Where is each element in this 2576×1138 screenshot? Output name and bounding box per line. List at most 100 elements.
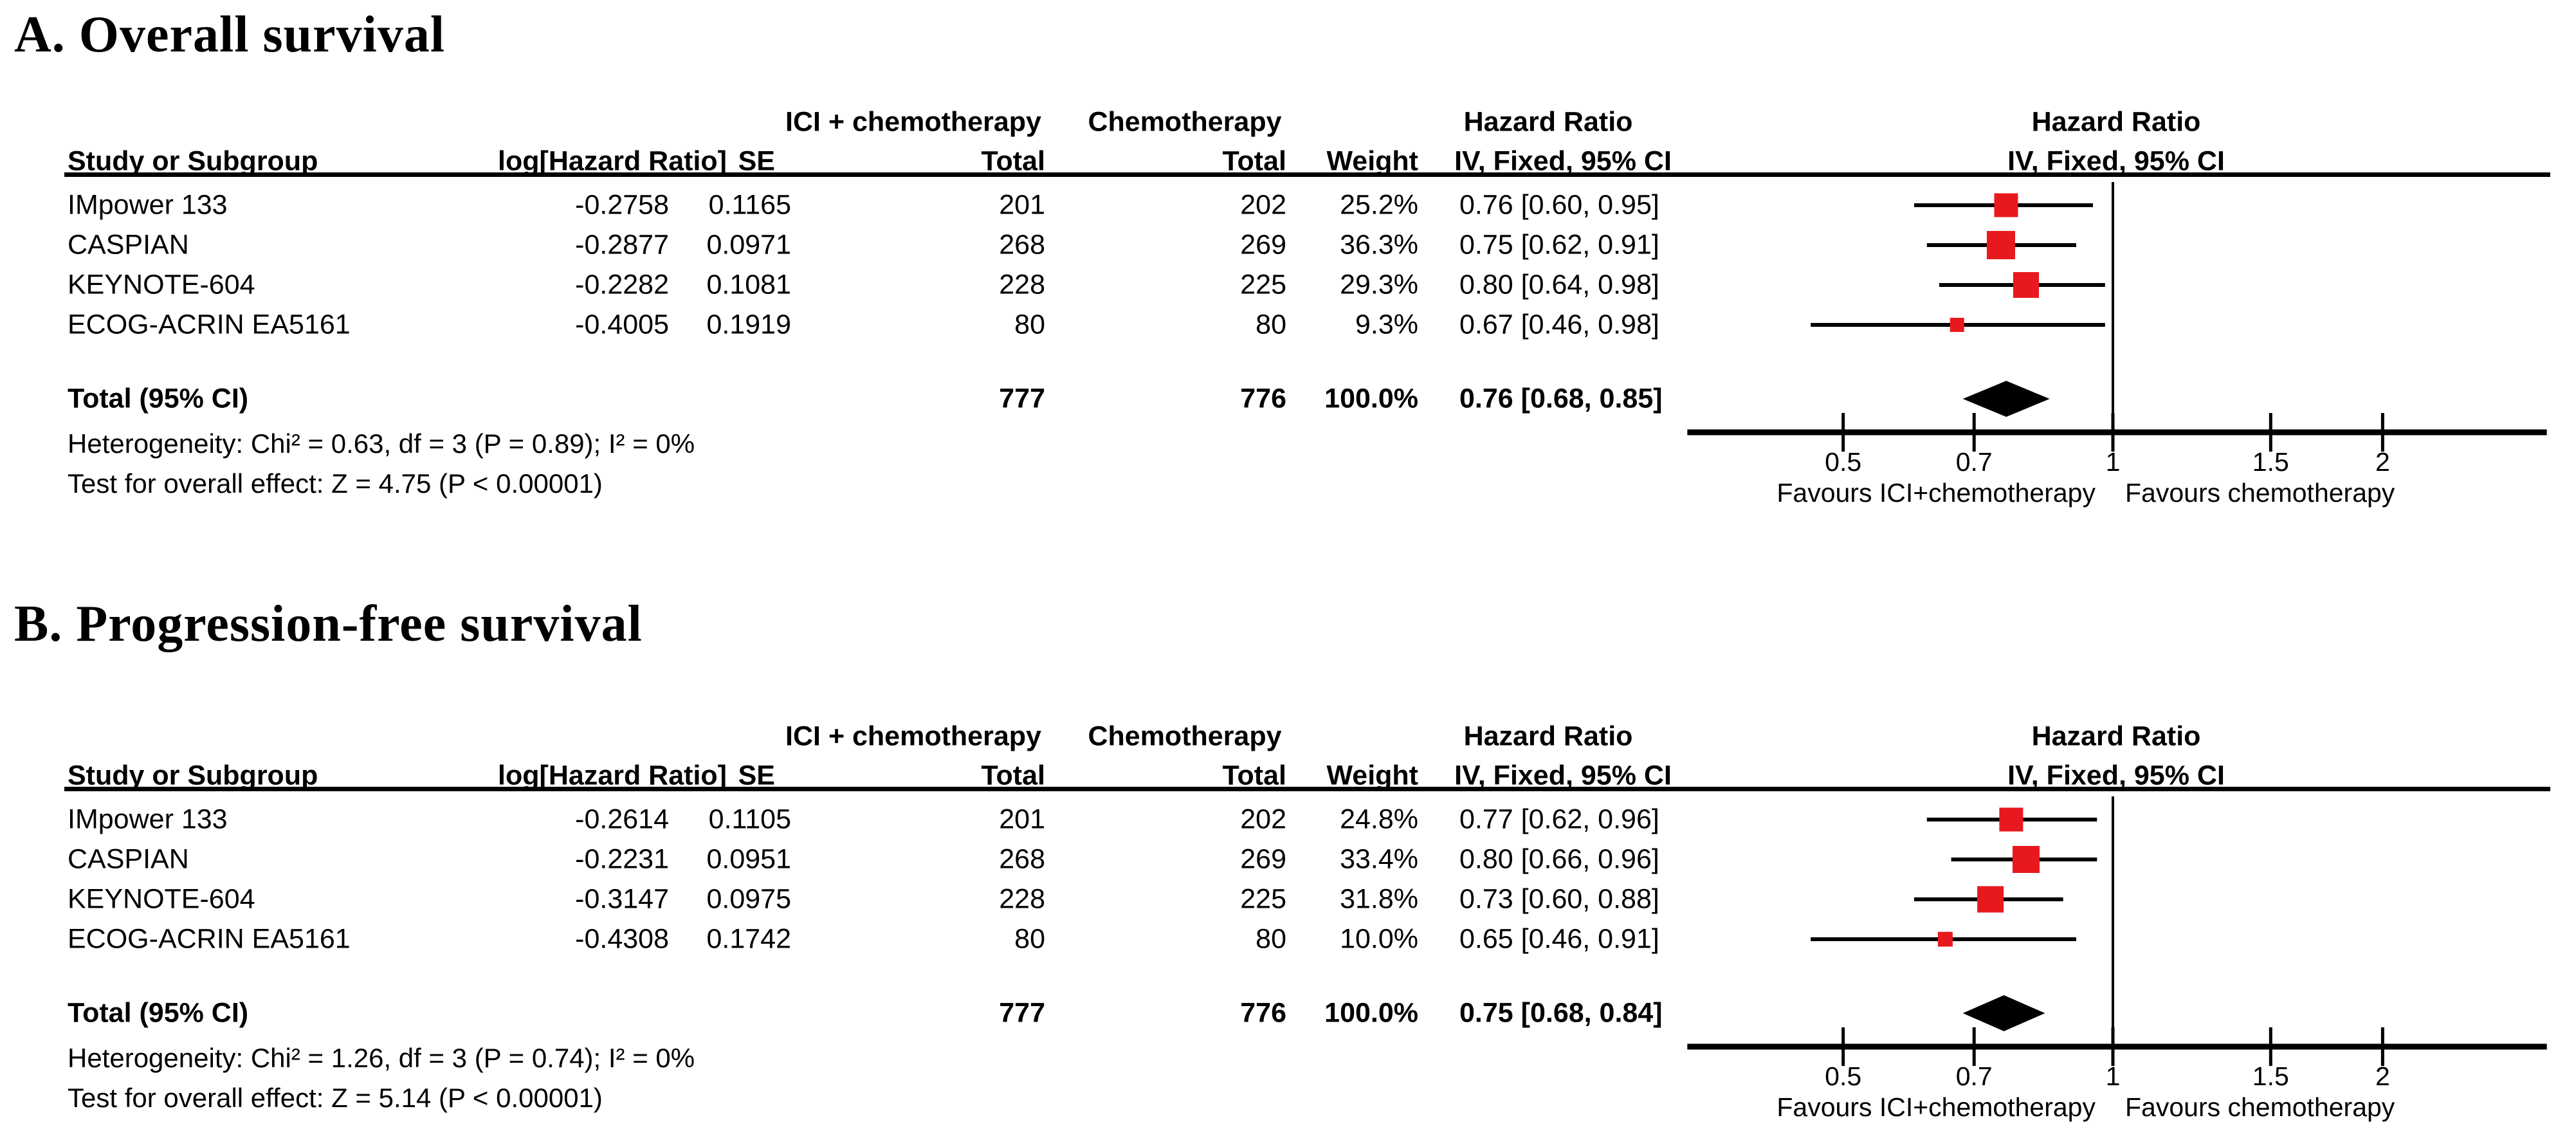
study-row-ici-total: 201: [999, 803, 1045, 835]
col-header-hazard-ratio-plot: Hazard Ratio: [2031, 106, 2201, 138]
study-row-ici-total: 228: [999, 269, 1045, 300]
study-row-hr-ci: 0.76 [0.60, 0.95]: [1459, 189, 1659, 221]
col-header-chemo-total: Total: [1222, 145, 1286, 177]
col-header-hazard-ratio-plot: Hazard Ratio: [2031, 720, 2201, 752]
overall-effect-note: Test for overall effect: Z = 5.14 (P < 0…: [68, 1083, 603, 1113]
pooled-diamond: [1962, 381, 2050, 417]
col-header-chemotherapy: Chemotherapy: [1088, 720, 1282, 752]
study-row-weight: 29.3%: [1340, 269, 1418, 300]
col-header-iv-fixed-ci-plot: IV, Fixed, 95% CI: [2007, 145, 2225, 177]
study-row-ici-total: 80: [1014, 923, 1045, 955]
x-axis-tick-label: 0.7: [1956, 447, 1993, 477]
col-header-chemo-total: Total: [1222, 760, 1286, 791]
study-row-se: 0.0951: [706, 843, 791, 875]
study-row-name: CASPIAN: [68, 229, 189, 261]
total-row-label: Total (95% CI): [68, 383, 249, 414]
study-row-se: 0.1165: [708, 189, 791, 221]
header-rule: [64, 787, 2550, 791]
study-row-log-hr: -0.2231: [575, 843, 669, 875]
study-row-chemo-total: 80: [1256, 309, 1286, 340]
effect-square: [1994, 193, 2018, 217]
col-header-ici-chemotherapy: ICI + chemotherapy: [785, 106, 1041, 138]
study-row-name: IMpower 133: [68, 803, 228, 835]
study-row-hr-ci: 0.75 [0.62, 0.91]: [1459, 229, 1659, 261]
col-header-iv-fixed-ci: IV, Fixed, 95% CI: [1454, 760, 1672, 791]
col-header-ici-chemotherapy: ICI + chemotherapy: [785, 720, 1041, 752]
total-row-weight: 100.0%: [1324, 997, 1418, 1029]
effect-square: [1937, 932, 1953, 947]
x-axis-tick-label: 0.7: [1956, 1061, 1993, 1091]
total-row-label: Total (95% CI): [68, 997, 249, 1029]
study-row-se: 0.1081: [706, 269, 791, 300]
x-axis-tick-label: 2: [2375, 447, 2390, 477]
total-row-weight: 100.0%: [1324, 383, 1418, 414]
study-row-name: ECOG-ACRIN EA5161: [68, 309, 351, 340]
total-row-ici-total: 777: [999, 997, 1045, 1029]
study-row-weight: 33.4%: [1340, 843, 1418, 875]
study-row-chemo-total: 225: [1240, 269, 1286, 300]
x-axis-tick-label: 1: [2106, 1061, 2121, 1091]
study-row-se: 0.0975: [706, 883, 791, 915]
study-row-chemo-total: 269: [1240, 229, 1286, 261]
col-header-se: SE: [738, 145, 775, 177]
study-row-ici-total: 268: [999, 843, 1045, 875]
total-row-hr-ci: 0.75 [0.68, 0.84]: [1459, 997, 1663, 1029]
study-row-chemo-total: 202: [1240, 803, 1286, 835]
col-header-ici-total: Total: [981, 760, 1045, 791]
study-row-log-hr: -0.2282: [575, 269, 669, 300]
overall-effect-note: Test for overall effect: Z = 4.75 (P < 0…: [68, 468, 603, 499]
x-axis-tick-label: 2: [2375, 1061, 2390, 1091]
study-row-ici-total: 80: [1014, 309, 1045, 340]
study-row-hr-ci: 0.80 [0.66, 0.96]: [1459, 843, 1659, 875]
study-row-se: 0.1742: [706, 923, 791, 955]
favours-left-label: Favours ICI+chemotherapy: [1777, 1092, 2096, 1122]
col-header-study: Study or Subgroup: [68, 760, 318, 791]
total-row-ici-total: 777: [999, 383, 1045, 414]
study-row-chemo-total: 202: [1240, 189, 1286, 221]
favours-left-label: Favours ICI+chemotherapy: [1777, 478, 2096, 508]
study-row-hr-ci: 0.80 [0.64, 0.98]: [1459, 269, 1659, 300]
x-axis-tick-label: 1: [2106, 447, 2121, 477]
study-row-ici-total: 201: [999, 189, 1045, 221]
col-header-iv-fixed-ci-plot: IV, Fixed, 95% CI: [2007, 760, 2225, 791]
study-row-weight: 36.3%: [1340, 229, 1418, 261]
study-row-ici-total: 268: [999, 229, 1045, 261]
col-header-chemotherapy: Chemotherapy: [1088, 106, 1282, 138]
study-row-hr-ci: 0.67 [0.46, 0.98]: [1459, 309, 1659, 340]
effect-square: [2012, 846, 2040, 873]
study-row-chemo-total: 269: [1240, 843, 1286, 875]
x-axis-tick-label: 1.5: [2252, 447, 2289, 477]
x-axis-tick-label: 1.5: [2252, 1061, 2289, 1091]
col-header-study: Study or Subgroup: [68, 145, 318, 177]
study-row-log-hr: -0.2614: [575, 803, 669, 835]
study-row-log-hr: -0.4308: [575, 923, 669, 955]
total-row-hr-ci: 0.76 [0.68, 0.85]: [1459, 383, 1663, 414]
col-header-se: SE: [738, 760, 775, 791]
study-row-weight: 25.2%: [1340, 189, 1418, 221]
study-row-name: CASPIAN: [68, 843, 189, 875]
col-header-log-hr: log[Hazard Ratio]: [498, 145, 727, 177]
total-row-chemo-total: 776: [1240, 383, 1286, 414]
col-header-weight: Weight: [1326, 145, 1418, 177]
study-row-hr-ci: 0.77 [0.62, 0.96]: [1459, 803, 1659, 835]
study-row-hr-ci: 0.65 [0.46, 0.91]: [1459, 923, 1659, 955]
effect-square: [1950, 318, 1964, 332]
study-row-name: IMpower 133: [68, 189, 228, 221]
study-row-name: KEYNOTE-604: [68, 883, 255, 915]
study-row-ici-total: 228: [999, 883, 1045, 915]
study-row-weight: 9.3%: [1355, 309, 1418, 340]
total-row-chemo-total: 776: [1240, 997, 1286, 1029]
panel-title: A. Overall survival: [14, 6, 446, 63]
study-row-chemo-total: 80: [1256, 923, 1286, 955]
effect-square: [1977, 886, 2004, 913]
effect-square: [1986, 231, 2015, 259]
study-row-weight: 31.8%: [1340, 883, 1418, 915]
study-row-log-hr: -0.4005: [575, 309, 669, 340]
study-row-weight: 10.0%: [1340, 923, 1418, 955]
col-header-hazard-ratio: Hazard Ratio: [1463, 106, 1633, 138]
study-row-se: 0.1919: [706, 309, 791, 340]
